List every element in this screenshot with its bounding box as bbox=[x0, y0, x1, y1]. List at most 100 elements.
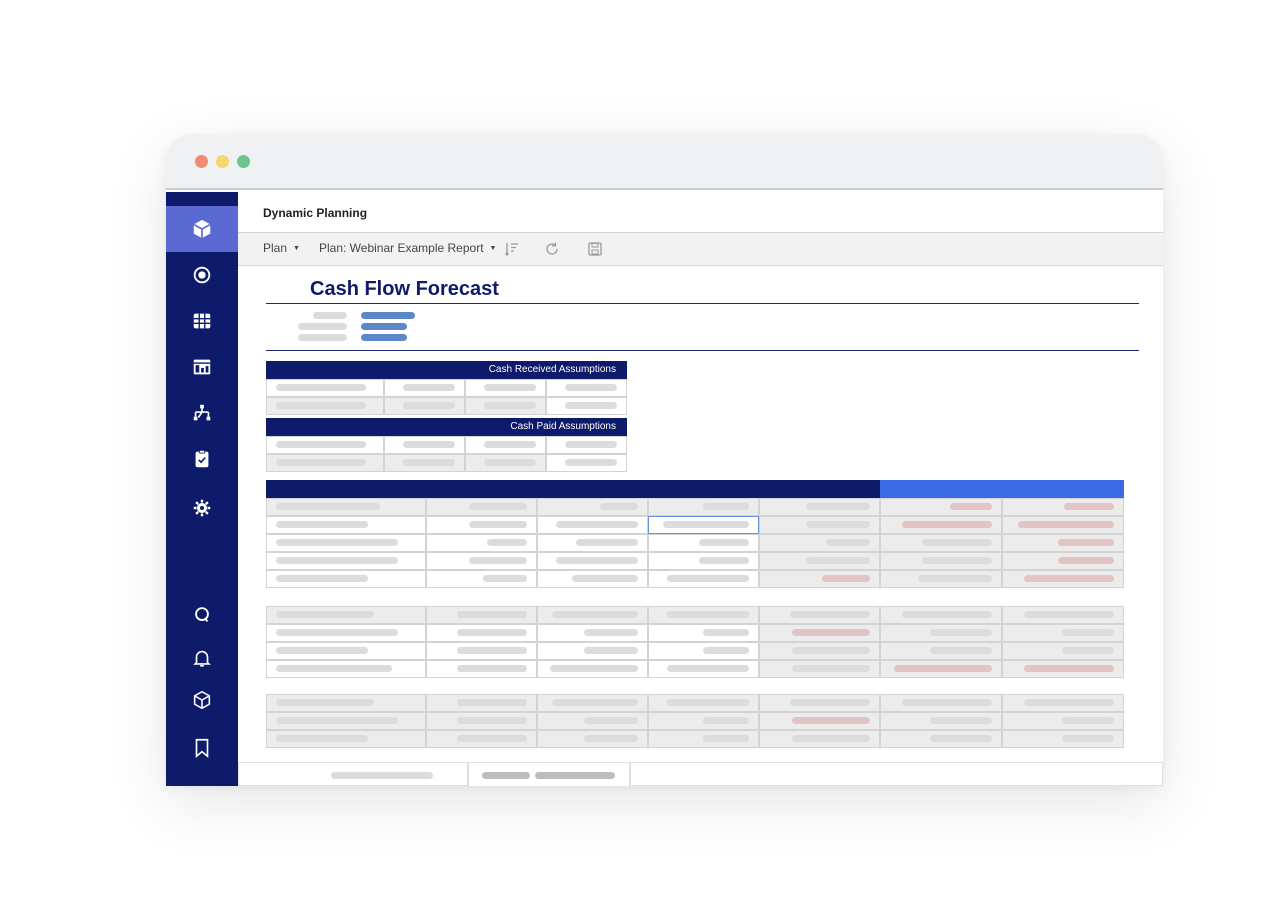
table-cell[interactable] bbox=[384, 397, 465, 415]
refresh-icon[interactable] bbox=[544, 241, 560, 257]
table-cell[interactable] bbox=[648, 660, 759, 678]
table-cell[interactable] bbox=[648, 712, 759, 730]
table-cell[interactable] bbox=[537, 516, 648, 534]
table-cell[interactable] bbox=[546, 436, 627, 454]
table-cell[interactable] bbox=[426, 624, 537, 642]
table-cell[interactable] bbox=[266, 694, 426, 712]
table-cell[interactable] bbox=[426, 606, 537, 624]
table-cell[interactable] bbox=[266, 712, 426, 730]
sheet-tab-1[interactable] bbox=[238, 762, 468, 786]
sheet-tab-2-active[interactable] bbox=[468, 762, 630, 786]
table-cell[interactable] bbox=[759, 516, 880, 534]
sidebar-item-bookmarks[interactable] bbox=[166, 725, 238, 771]
table-cell[interactable] bbox=[537, 694, 648, 712]
table-cell[interactable] bbox=[465, 436, 546, 454]
sidebar-item-targets[interactable] bbox=[166, 252, 238, 298]
table-cell[interactable] bbox=[880, 712, 1002, 730]
table-cell[interactable] bbox=[648, 534, 759, 552]
table-cell[interactable] bbox=[266, 379, 384, 397]
table-cell[interactable] bbox=[384, 379, 465, 397]
table-cell[interactable] bbox=[880, 552, 1002, 570]
table-cell[interactable] bbox=[266, 606, 426, 624]
table-cell[interactable] bbox=[1002, 552, 1124, 570]
table-cell[interactable] bbox=[266, 534, 426, 552]
sidebar-item-dashboards[interactable] bbox=[166, 344, 238, 390]
table-cell[interactable] bbox=[648, 570, 759, 588]
table-cell[interactable] bbox=[266, 498, 426, 516]
table-cell[interactable] bbox=[266, 730, 426, 748]
table-cell[interactable] bbox=[266, 436, 384, 454]
table-cell[interactable] bbox=[537, 730, 648, 748]
table-cell[interactable] bbox=[465, 379, 546, 397]
table-cell[interactable] bbox=[546, 379, 627, 397]
table-cell[interactable] bbox=[1002, 534, 1124, 552]
sidebar-item-packages[interactable] bbox=[166, 677, 238, 723]
table-cell[interactable] bbox=[537, 712, 648, 730]
sidebar-item-tasks[interactable] bbox=[166, 436, 238, 482]
table-cell[interactable] bbox=[384, 454, 465, 472]
minimize-window-button[interactable] bbox=[216, 155, 229, 168]
table-cell[interactable] bbox=[465, 454, 546, 472]
table-cell[interactable] bbox=[537, 498, 648, 516]
table-cell[interactable] bbox=[759, 552, 880, 570]
table-cell[interactable] bbox=[880, 694, 1002, 712]
table-cell[interactable] bbox=[759, 660, 880, 678]
sidebar-item-settings[interactable] bbox=[166, 485, 238, 531]
table-cell[interactable] bbox=[426, 534, 537, 552]
table-cell[interactable] bbox=[648, 642, 759, 660]
table-cell[interactable] bbox=[384, 436, 465, 454]
table-cell[interactable] bbox=[648, 730, 759, 748]
sidebar-item-sheets[interactable] bbox=[166, 298, 238, 344]
table-cell[interactable] bbox=[1002, 730, 1124, 748]
table-cell[interactable] bbox=[546, 454, 627, 472]
maximize-window-button[interactable] bbox=[237, 155, 250, 168]
table-cell[interactable] bbox=[648, 552, 759, 570]
table-cell[interactable] bbox=[880, 730, 1002, 748]
table-cell[interactable] bbox=[1002, 642, 1124, 660]
table-cell[interactable] bbox=[426, 694, 537, 712]
table-cell[interactable] bbox=[426, 498, 537, 516]
table-cell[interactable] bbox=[266, 552, 426, 570]
table-cell[interactable] bbox=[759, 642, 880, 660]
table-cell[interactable] bbox=[266, 624, 426, 642]
table-cell[interactable] bbox=[1002, 660, 1124, 678]
table-cell[interactable] bbox=[266, 642, 426, 660]
table-cell[interactable] bbox=[426, 730, 537, 748]
table-cell[interactable] bbox=[537, 534, 648, 552]
table-cell[interactable] bbox=[1002, 712, 1124, 730]
sidebar-item-models[interactable] bbox=[166, 206, 238, 252]
table-cell[interactable] bbox=[759, 534, 880, 552]
table-cell[interactable] bbox=[1002, 498, 1124, 516]
table-cell[interactable] bbox=[759, 498, 880, 516]
table-cell[interactable] bbox=[880, 642, 1002, 660]
table-cell[interactable] bbox=[546, 397, 627, 415]
table-cell[interactable] bbox=[1002, 694, 1124, 712]
table-cell[interactable] bbox=[1002, 606, 1124, 624]
table-cell[interactable] bbox=[465, 397, 546, 415]
table-cell[interactable] bbox=[1002, 624, 1124, 642]
table-cell[interactable] bbox=[1002, 570, 1124, 588]
table-cell[interactable] bbox=[759, 694, 880, 712]
close-window-button[interactable] bbox=[195, 155, 208, 168]
table-cell[interactable] bbox=[426, 642, 537, 660]
table-cell[interactable] bbox=[537, 660, 648, 678]
table-cell[interactable] bbox=[880, 624, 1002, 642]
table-cell[interactable] bbox=[648, 498, 759, 516]
table-cell[interactable] bbox=[759, 730, 880, 748]
table-cell[interactable] bbox=[426, 570, 537, 588]
report-dropdown[interactable]: Plan: Webinar Example Report ▼ bbox=[319, 241, 496, 255]
table-cell[interactable] bbox=[537, 570, 648, 588]
table-cell[interactable] bbox=[648, 624, 759, 642]
table-cell[interactable] bbox=[880, 516, 1002, 534]
table-cell[interactable] bbox=[759, 570, 880, 588]
sort-icon[interactable] bbox=[504, 241, 520, 257]
sidebar-item-hierarchy[interactable] bbox=[166, 390, 238, 436]
table-cell[interactable] bbox=[1002, 516, 1124, 534]
table-cell[interactable] bbox=[426, 712, 537, 730]
table-cell[interactable] bbox=[880, 660, 1002, 678]
table-cell[interactable] bbox=[759, 712, 880, 730]
table-cell[interactable] bbox=[537, 552, 648, 570]
table-cell[interactable] bbox=[426, 552, 537, 570]
table-cell[interactable] bbox=[266, 397, 384, 415]
table-cell[interactable] bbox=[266, 454, 384, 472]
